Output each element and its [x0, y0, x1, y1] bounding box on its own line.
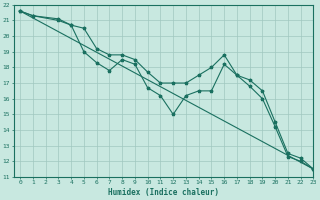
X-axis label: Humidex (Indice chaleur): Humidex (Indice chaleur)	[108, 188, 219, 197]
